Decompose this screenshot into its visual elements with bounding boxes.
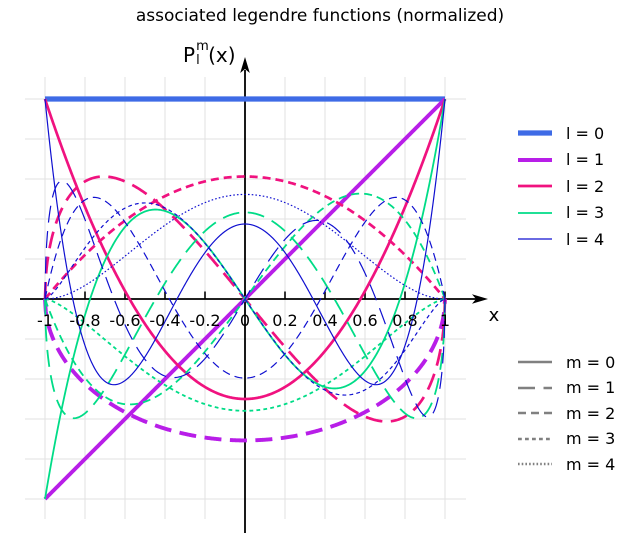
legend-l-item-2: l = 2 [517, 173, 604, 199]
legend-m0-label: m = 0 [566, 352, 616, 372]
axis-labels: -1 -0.8 -0.6 -0.4 -0.2 0 0.2 0.4 0.6 0.8 1 x [37, 305, 500, 330]
y-axis-arrowhead [240, 57, 250, 73]
legend-l-item-1: l = 1 [517, 147, 604, 173]
y-axis-label-superscript: m [196, 39, 209, 54]
legend-m-item-1: m = 1 [517, 375, 615, 401]
legend-m2-line-sample [518, 411, 552, 415]
curve-l4-m3 [44, 202, 446, 396]
legend-l1-label: l = 1 [566, 150, 605, 169]
legend-m4-line-sample [518, 462, 552, 466]
curve-l2-m0 [43, 98, 447, 401]
legend-l3-label: l = 3 [566, 203, 605, 222]
x-tick-label: 0.8 [392, 311, 417, 330]
legend-l-item-3: l = 3 [517, 200, 604, 226]
legend-m1-label: m = 1 [566, 378, 616, 397]
x-tick-label: 0.6 [352, 311, 377, 330]
x-axis-arrowhead [472, 294, 488, 304]
legend-m3-line-sample [518, 437, 552, 440]
x-tick-label: -0.4 [149, 311, 180, 330]
legend-l2-line-sample [518, 184, 552, 188]
legend-m-item-3: m = 3 [517, 426, 615, 452]
x-tick-label: -0.2 [189, 311, 220, 330]
curve-l1-m1 [43, 298, 447, 443]
legend-l3-line-sample [518, 211, 552, 214]
legend-m4-label: m = 4 [566, 454, 616, 474]
y-axis-label-rest: (x) [208, 43, 236, 67]
x-tick-label: -0.6 [109, 311, 140, 330]
legend-m1-line-sample [518, 386, 552, 389]
x-tick-label: 0 [240, 311, 250, 330]
x-tick-label: -1 [37, 311, 53, 330]
curve-l4-m0 [44, 98, 446, 386]
curve-l3-m3 [44, 298, 446, 412]
x-tick-label: 0.2 [272, 311, 297, 330]
legend-m-item-0: m = 0 [517, 349, 615, 375]
x-tick-label: 1 [440, 311, 450, 330]
curve-l4-m1 [44, 180, 446, 418]
legend-l2-label: l = 2 [566, 176, 605, 196]
curve-l2-m2 [43, 175, 447, 300]
x-axis-label: x [489, 305, 500, 326]
curves [43, 96, 447, 501]
x-tick-label: 0.4 [312, 311, 337, 330]
legend-l-item-0: l = 0 [517, 120, 604, 146]
legend-m-item-2: m = 2 [517, 400, 615, 426]
y-axis-label-base: P [183, 43, 196, 67]
chart-title: associated legendre functions (normalize… [135, 6, 505, 26]
x-tick-label: -0.8 [69, 311, 100, 330]
legend-l4-label: l = 4 [566, 229, 605, 249]
legend-m3-label: m = 3 [566, 429, 616, 448]
legend-l0-line-sample [518, 130, 552, 136]
curve-l3-m1 [44, 211, 446, 420]
legend-l0-label: l = 0 [566, 123, 605, 143]
legend-l-item-4: l = 4 [517, 226, 604, 252]
legend-m0-line-sample [518, 360, 552, 364]
legend-l1-line-sample [518, 157, 552, 162]
legend-l4-line-sample [518, 238, 552, 240]
legend-m2-label: m = 2 [566, 403, 616, 423]
curve-l4-m4 [44, 193, 446, 300]
y-axis-label-subscript: l [196, 53, 200, 68]
legend-m-item-4: m = 4 [517, 451, 615, 477]
